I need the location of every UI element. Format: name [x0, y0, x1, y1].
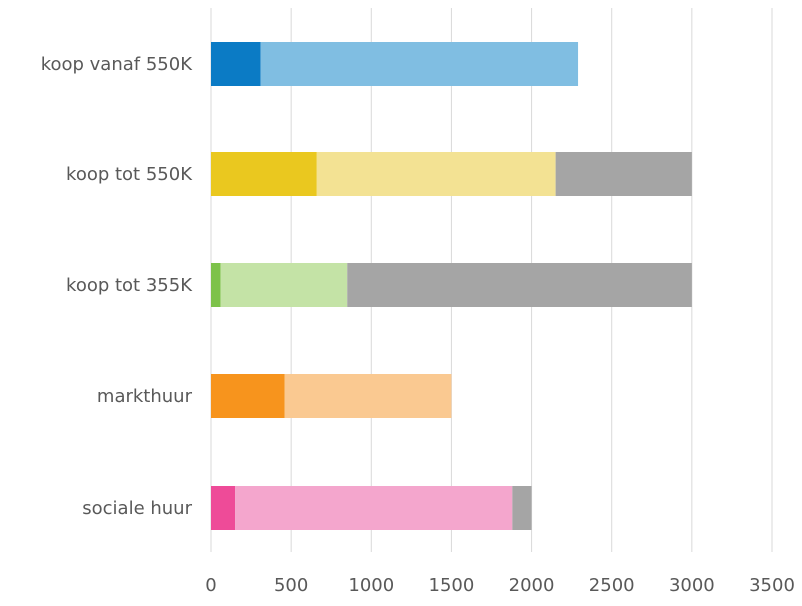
category-labels: koop vanaf 550K koop tot 550K koop tot 355… — [41, 54, 193, 519]
bar-segment — [512, 486, 532, 530]
x-tick-label: 0 — [205, 575, 216, 596]
bars — [211, 42, 692, 530]
x-tick-label: 500 — [274, 575, 308, 596]
x-axis-ticks: 0 500 1000 1500 2000 2500 3000 3500 — [205, 575, 795, 596]
x-tick-label: 1000 — [348, 575, 394, 596]
bar-segment — [284, 374, 452, 418]
bar-segment — [211, 152, 317, 196]
category-label: sociale huur — [82, 498, 192, 519]
category-label: markthuur — [97, 386, 193, 407]
x-tick-label: 3500 — [749, 575, 795, 596]
bar-segment — [555, 152, 692, 196]
bar-segment — [316, 152, 556, 196]
bar-segment — [211, 42, 261, 86]
x-tick-label: 1500 — [429, 575, 475, 596]
bar-segment — [211, 486, 236, 530]
bar-segment — [211, 263, 221, 307]
x-tick-label: 2000 — [509, 575, 555, 596]
bar-segment — [211, 374, 285, 418]
bar-segment — [235, 486, 513, 530]
bar-segment — [347, 263, 692, 307]
bar-segment — [220, 263, 348, 307]
category-label: koop vanaf 550K — [41, 54, 193, 75]
x-tick-label: 3000 — [669, 575, 715, 596]
category-label: koop tot 550K — [66, 164, 193, 185]
category-label: koop tot 355K — [66, 275, 193, 296]
x-tick-label: 2500 — [589, 575, 635, 596]
bar-segment — [260, 42, 579, 86]
